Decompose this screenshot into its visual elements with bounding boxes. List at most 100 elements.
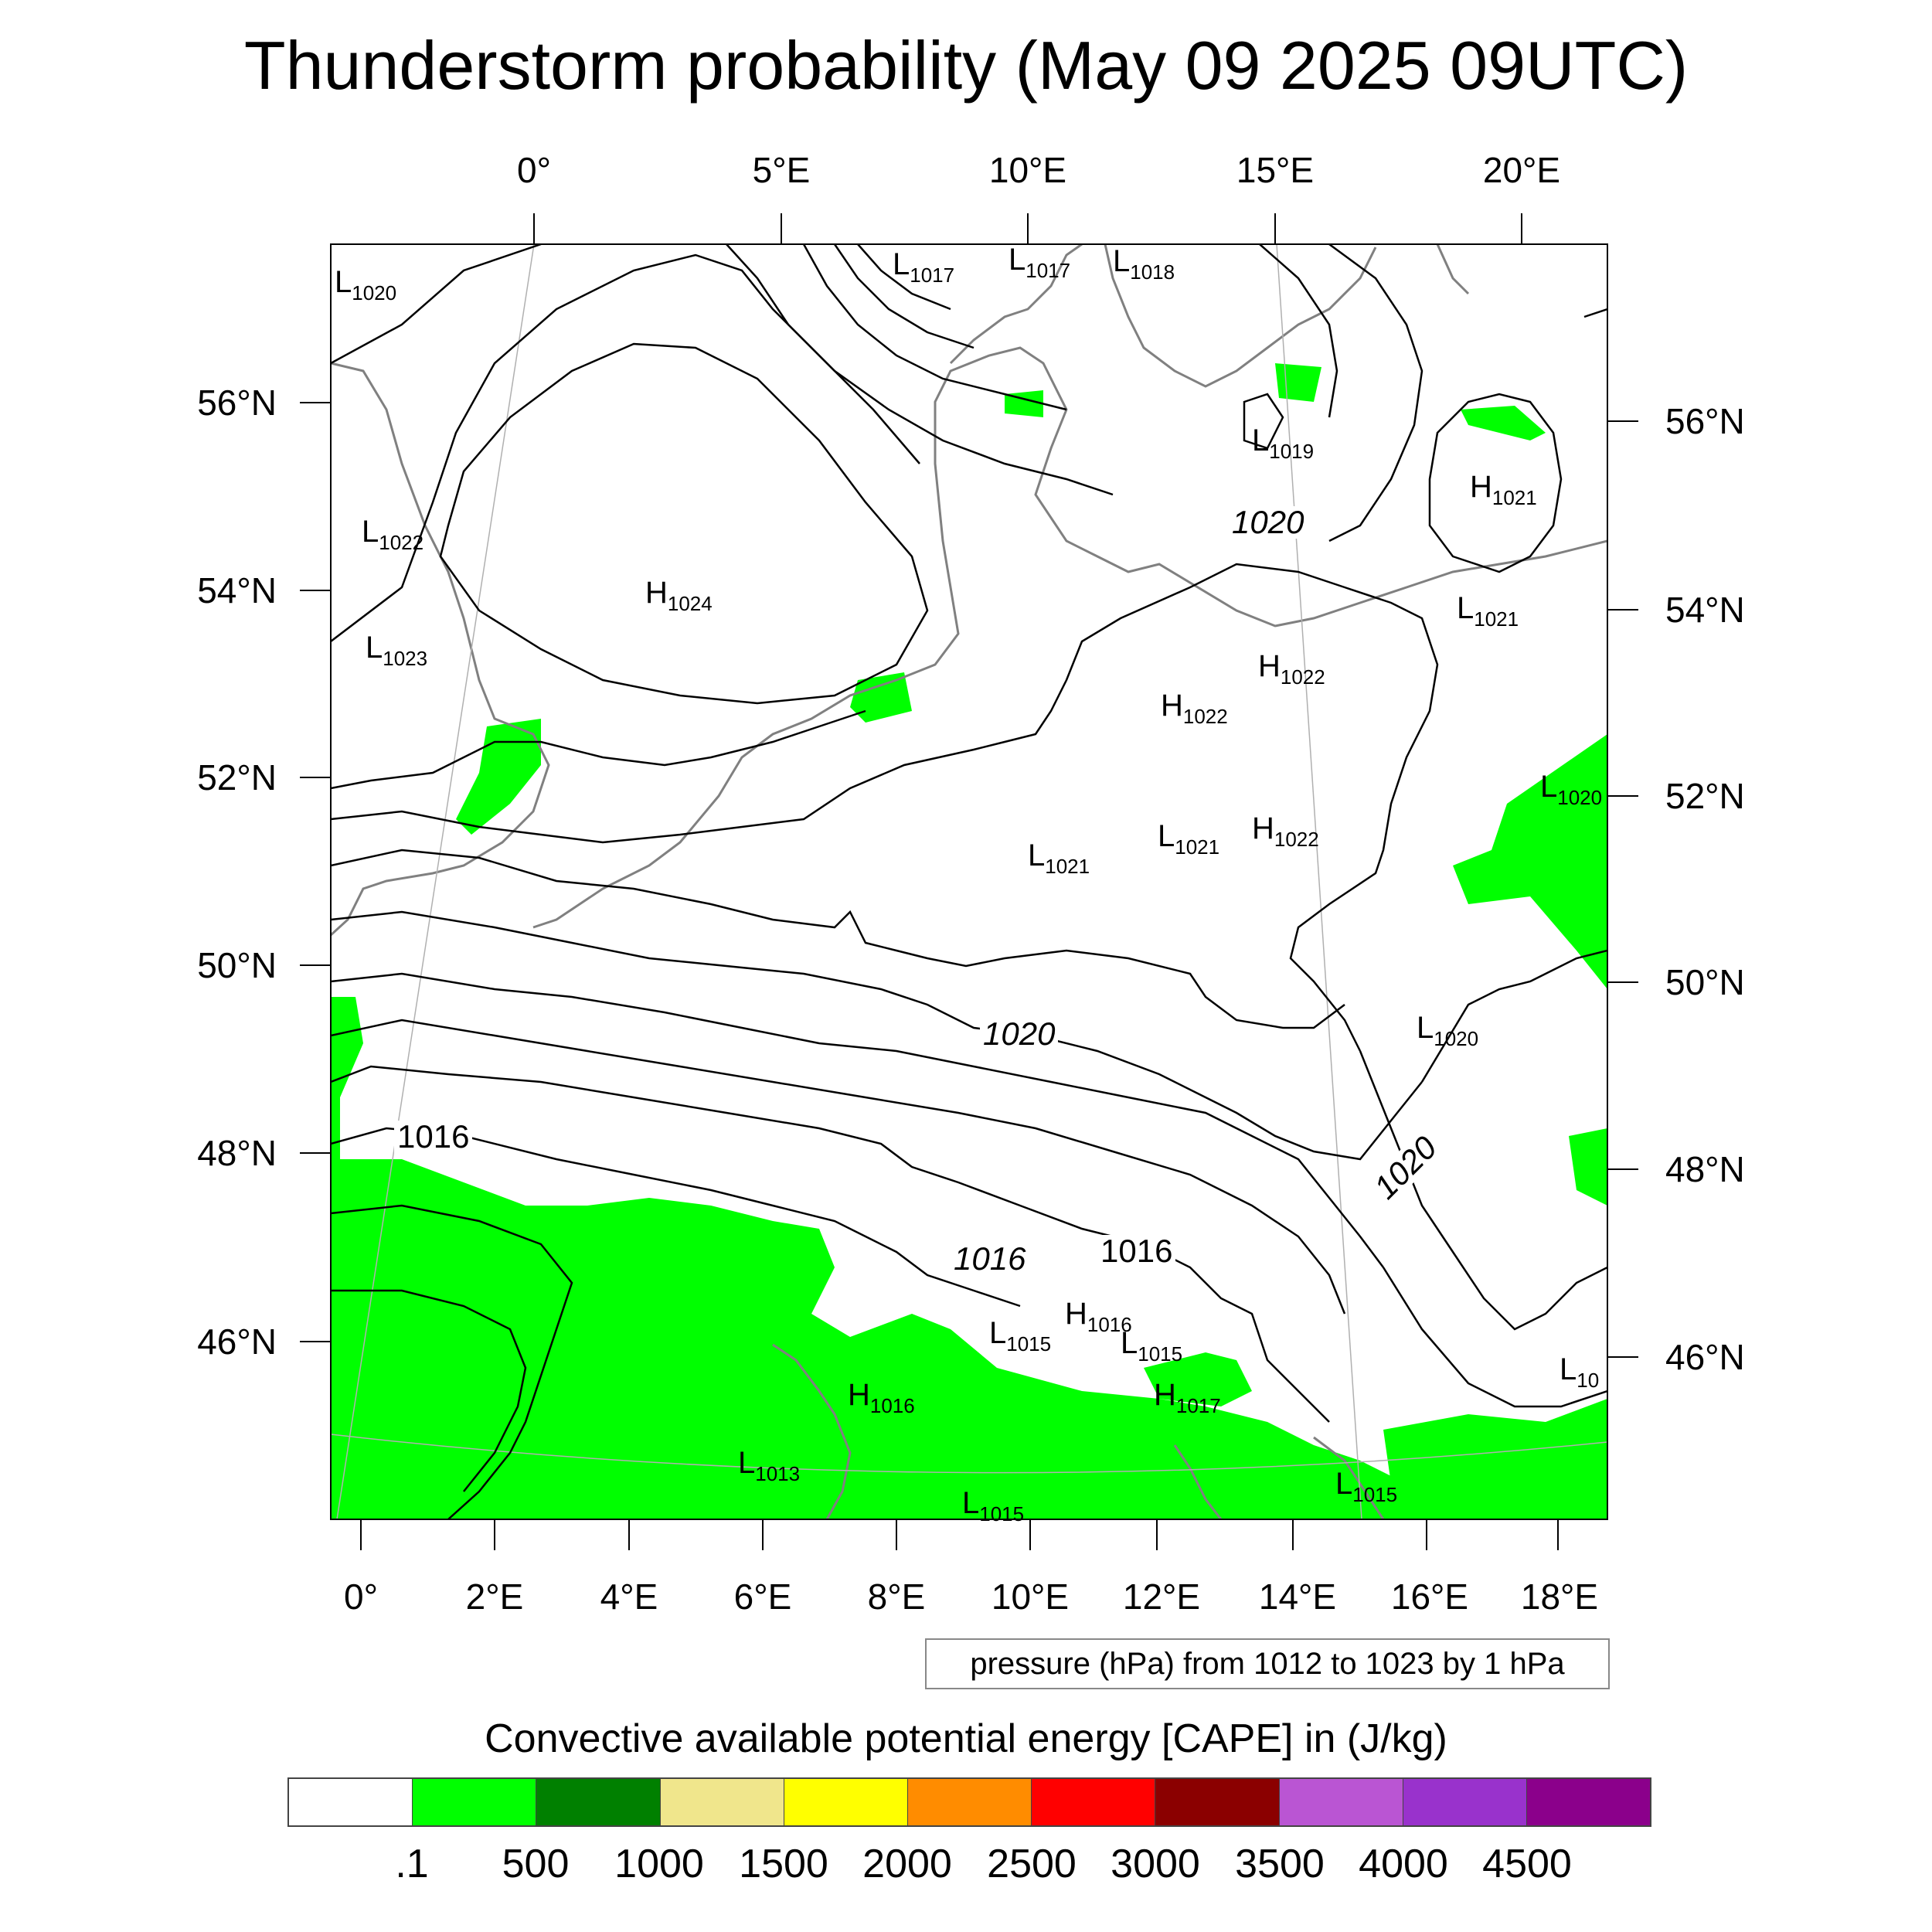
pressure-system-marker: L1023 <box>366 632 427 674</box>
system-value: 1024 <box>667 592 713 615</box>
pressure-system-marker: L1021 <box>1457 593 1519 634</box>
system-value: 1022 <box>1274 828 1319 851</box>
system-value: 1019 <box>1269 440 1315 463</box>
coastlines <box>331 244 1607 1519</box>
isobar-nw-4 <box>857 244 951 311</box>
system-type: L <box>1457 591 1475 625</box>
colorbar-label: 1500 <box>739 1842 828 1886</box>
system-type: H <box>1258 649 1281 683</box>
system-type: L <box>962 1486 980 1520</box>
colorbar-swatch <box>907 1779 1032 1825</box>
system-type: L <box>989 1316 1007 1350</box>
isobar-east-1020 <box>1420 949 1607 1083</box>
pressure-system-marker: L1017 <box>893 249 954 291</box>
pressure-system-marker: H1016 <box>848 1379 915 1421</box>
colorbar-swatch <box>660 1779 784 1825</box>
system-value: 1022 <box>1280 665 1325 689</box>
cape-area-baltic <box>1461 406 1546 440</box>
system-type: L <box>893 247 910 281</box>
pressure-system-marker: L1015 <box>1335 1468 1397 1510</box>
cape-area-se <box>1383 1399 1607 1519</box>
isobar-1019 <box>331 972 1384 1268</box>
pressure-system-marker: L1019 <box>1252 425 1314 467</box>
system-type: L <box>1121 1326 1138 1360</box>
lon-label-bottom-0: 0° <box>344 1577 378 1617</box>
system-value: 1015 <box>1352 1483 1398 1506</box>
pressure-system-marker: L1017 <box>1009 244 1070 286</box>
pressure-legend: pressure (hPa) from 1012 to 1023 by 1 hP… <box>925 1638 1610 1689</box>
lat-label-left-50n: 50°N <box>197 945 277 985</box>
map-content <box>331 244 1607 1519</box>
system-type: L <box>1560 1352 1577 1386</box>
lon-label-top-0: 0° <box>517 150 551 190</box>
system-type: L <box>738 1446 756 1480</box>
system-type: H <box>1252 811 1274 845</box>
coast-sweden <box>1104 244 1377 388</box>
lat-label-left-46n: 46°N <box>197 1321 277 1362</box>
system-value: 1020 <box>1557 786 1603 809</box>
lon-label-top-15e: 15°E <box>1236 150 1315 190</box>
isobar-ne-2 <box>1328 244 1423 543</box>
lat-label-left-54n: 54°N <box>197 570 277 611</box>
cape-area-south <box>331 997 1445 1519</box>
system-type: H <box>1161 689 1183 723</box>
isobar-label: 1016 <box>951 1243 1029 1275</box>
lat-label-right-54n: 54°N <box>1665 590 1745 630</box>
coast-scandinavia <box>949 244 1083 365</box>
lon-label-bottom-2e: 2°E <box>465 1577 524 1617</box>
lat-label-right-52n: 52°N <box>1665 776 1745 816</box>
pressure-system-marker: L1015 <box>962 1488 1024 1529</box>
system-type: L <box>1028 838 1046 872</box>
system-value: 1021 <box>1175 835 1220 859</box>
pressure-system-marker: L1015 <box>989 1318 1051 1359</box>
pressure-system-marker: H1016 <box>1065 1298 1132 1340</box>
lat-label-right-46n: 46°N <box>1665 1337 1745 1377</box>
system-value: 1018 <box>1130 260 1175 284</box>
isobar-label: 1020 <box>1229 506 1308 539</box>
pressure-system-marker: L1020 <box>1540 771 1602 813</box>
pressure-system-marker: H1022 <box>1161 690 1228 732</box>
coast-baltic-east <box>1436 244 1470 295</box>
pressure-system-marker: L1020 <box>1417 1012 1478 1054</box>
coast-adriatic-e <box>1313 1436 1385 1519</box>
system-value: 1015 <box>979 1502 1025 1526</box>
system-type: L <box>1158 819 1175 853</box>
graticule <box>331 244 1607 1519</box>
colorbar-swatch <box>784 1779 908 1825</box>
lat-label-right-56n: 56°N <box>1665 401 1745 441</box>
colorbar-label: .1 <box>395 1842 429 1886</box>
coast-continent <box>532 346 1607 929</box>
cape-area-england <box>456 719 541 835</box>
lon-label-bottom-4e: 4°E <box>600 1577 658 1617</box>
pressure-system-marker: H1022 <box>1252 813 1319 855</box>
system-value: 1021 <box>1474 607 1519 631</box>
colorbar-swatch <box>1155 1779 1280 1825</box>
system-type: L <box>1252 423 1270 457</box>
system-type: H <box>1154 1378 1176 1412</box>
system-type: L <box>1417 1011 1434 1045</box>
colorbar-label: 2500 <box>987 1842 1077 1886</box>
cape-area-east2 <box>1569 1128 1607 1206</box>
map-title: Thunderstorm probability (May 09 2025 09… <box>243 27 1689 104</box>
system-value: 1023 <box>383 647 428 670</box>
colorbar-swatch <box>289 1779 413 1825</box>
pressure-system-marker: L1013 <box>738 1447 800 1489</box>
system-value: 1016 <box>1087 1313 1132 1336</box>
system-value: 1017 <box>910 264 955 287</box>
pressure-system-marker: L1020 <box>335 267 396 308</box>
cape-fill-areas <box>331 363 1607 1519</box>
coast-ligurian <box>772 1343 852 1519</box>
system-type: L <box>1540 770 1558 804</box>
colorbar-label: 3500 <box>1235 1842 1325 1886</box>
system-value: 1016 <box>869 1394 915 1417</box>
system-type: L <box>335 265 352 299</box>
isobar-small-low-1 <box>1243 393 1284 450</box>
lon-label-bottom-18e: 18°E <box>1520 1577 1599 1617</box>
isobar-1014 <box>331 1289 527 1492</box>
colorbar-title: Convective available potential energy [C… <box>485 1716 1447 1761</box>
tick-marks <box>300 213 1638 1550</box>
colorbar-swatch <box>1526 1779 1651 1825</box>
pressure-system-marker: L1022 <box>362 516 423 558</box>
isobar-nw-3 <box>833 244 975 349</box>
